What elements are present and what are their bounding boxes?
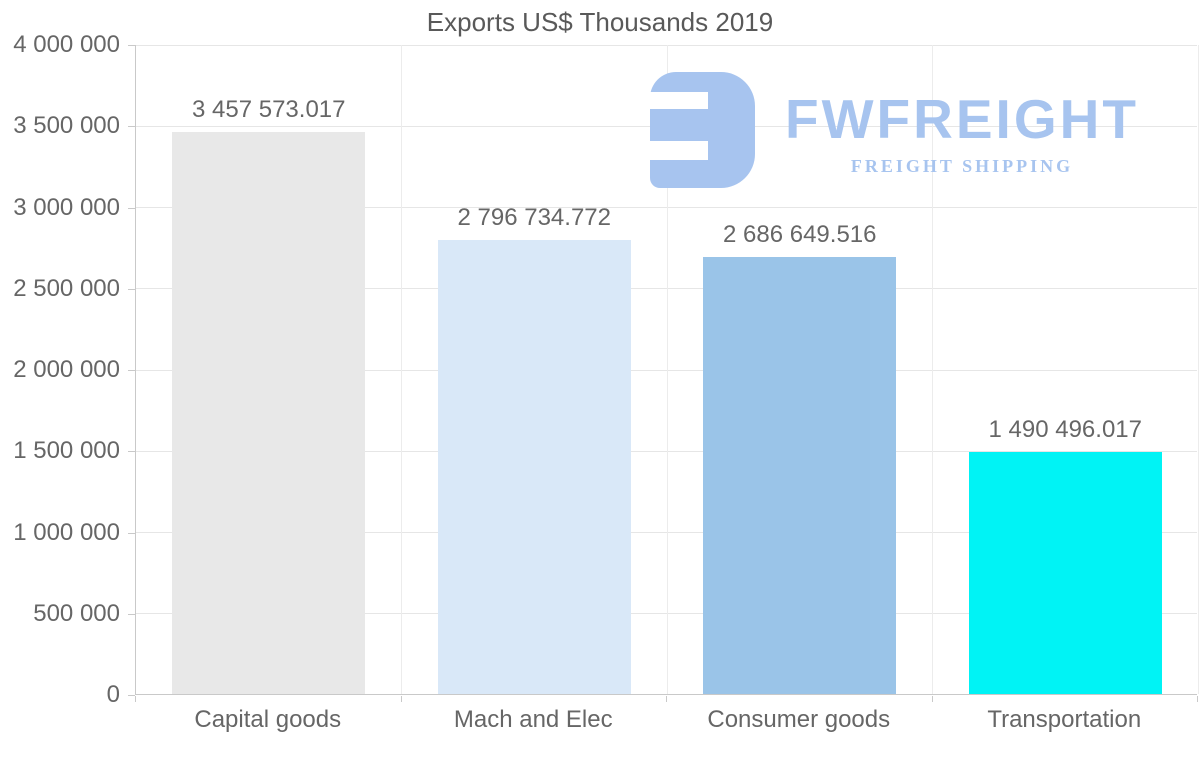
x-category-label: Mach and Elec xyxy=(453,706,613,733)
bar-capital-goods[interactable] xyxy=(172,132,366,694)
y-tick-label: 1 500 000 xyxy=(13,437,120,465)
bar-transportation[interactable] xyxy=(968,451,1162,694)
logo-notch xyxy=(650,92,708,109)
y-axis-tick xyxy=(128,207,135,209)
x-category-label: Transportation xyxy=(987,706,1142,733)
watermark-text: FWFREIGHT FREIGHT SHIPPING xyxy=(772,70,1152,177)
y-axis-tick xyxy=(128,613,135,615)
chart-title: Exports US$ Thousands 2019 xyxy=(426,7,774,37)
x-axis-tick xyxy=(135,696,136,702)
x-axis-tick xyxy=(400,696,402,702)
x-axis-tick xyxy=(1197,696,1198,702)
y-tick-label: 2 000 000 xyxy=(13,356,120,383)
x-axis-tick xyxy=(666,696,667,702)
x-gridline xyxy=(932,45,933,694)
y-axis-tick xyxy=(128,532,135,534)
watermark-brand-text: FWFREIGHT xyxy=(785,88,1139,150)
logo-notch xyxy=(650,141,708,160)
y-tick-label: 3 000 000 xyxy=(13,193,120,221)
y-tick-label: 3 500 000 xyxy=(13,112,120,140)
bar-value-label: 3 457 573.017 xyxy=(192,96,346,124)
plot-area: 3 457 573.017 2 796 734.772 2 686 649.516 1… xyxy=(135,44,1199,695)
watermark-logo: FWFREIGHT FREIGHT SHIPPING xyxy=(650,70,1160,195)
y-axis-tick xyxy=(128,451,135,453)
y-axis-tick xyxy=(128,370,135,371)
y-tick-label: 500 000 xyxy=(33,599,120,627)
x-category-label: Capital goods xyxy=(194,706,342,733)
watermark-tagline-text: FREIGHT SHIPPING xyxy=(850,156,1074,176)
x-axis-tick xyxy=(931,696,933,702)
y-axis-tick xyxy=(128,45,135,46)
y-axis-tick xyxy=(128,288,135,290)
y-axis-tick xyxy=(128,695,135,696)
x-gridline xyxy=(401,45,402,694)
y-tick-label: 2 500 000 xyxy=(13,274,120,302)
bar-value-label: 2 686 649.516 xyxy=(723,221,877,249)
bar-value-label: 2 796 734.772 xyxy=(457,203,611,231)
fwfreight-logo-icon xyxy=(650,72,755,188)
x-gridline xyxy=(666,45,668,694)
bar-mach-and-elec[interactable] xyxy=(437,239,631,694)
y-axis-tick xyxy=(128,126,135,128)
y-tick-label: 1 000 000 xyxy=(13,518,120,546)
y-tick-label: 4 000 000 xyxy=(13,31,120,58)
x-category-label: Consumer goods xyxy=(707,706,891,733)
bar-value-label: 1 490 496.017 xyxy=(988,415,1142,443)
y-tick-label: 0 xyxy=(106,681,120,708)
x-gridline xyxy=(1197,45,1199,694)
bar-consumer-goods[interactable] xyxy=(703,257,897,694)
